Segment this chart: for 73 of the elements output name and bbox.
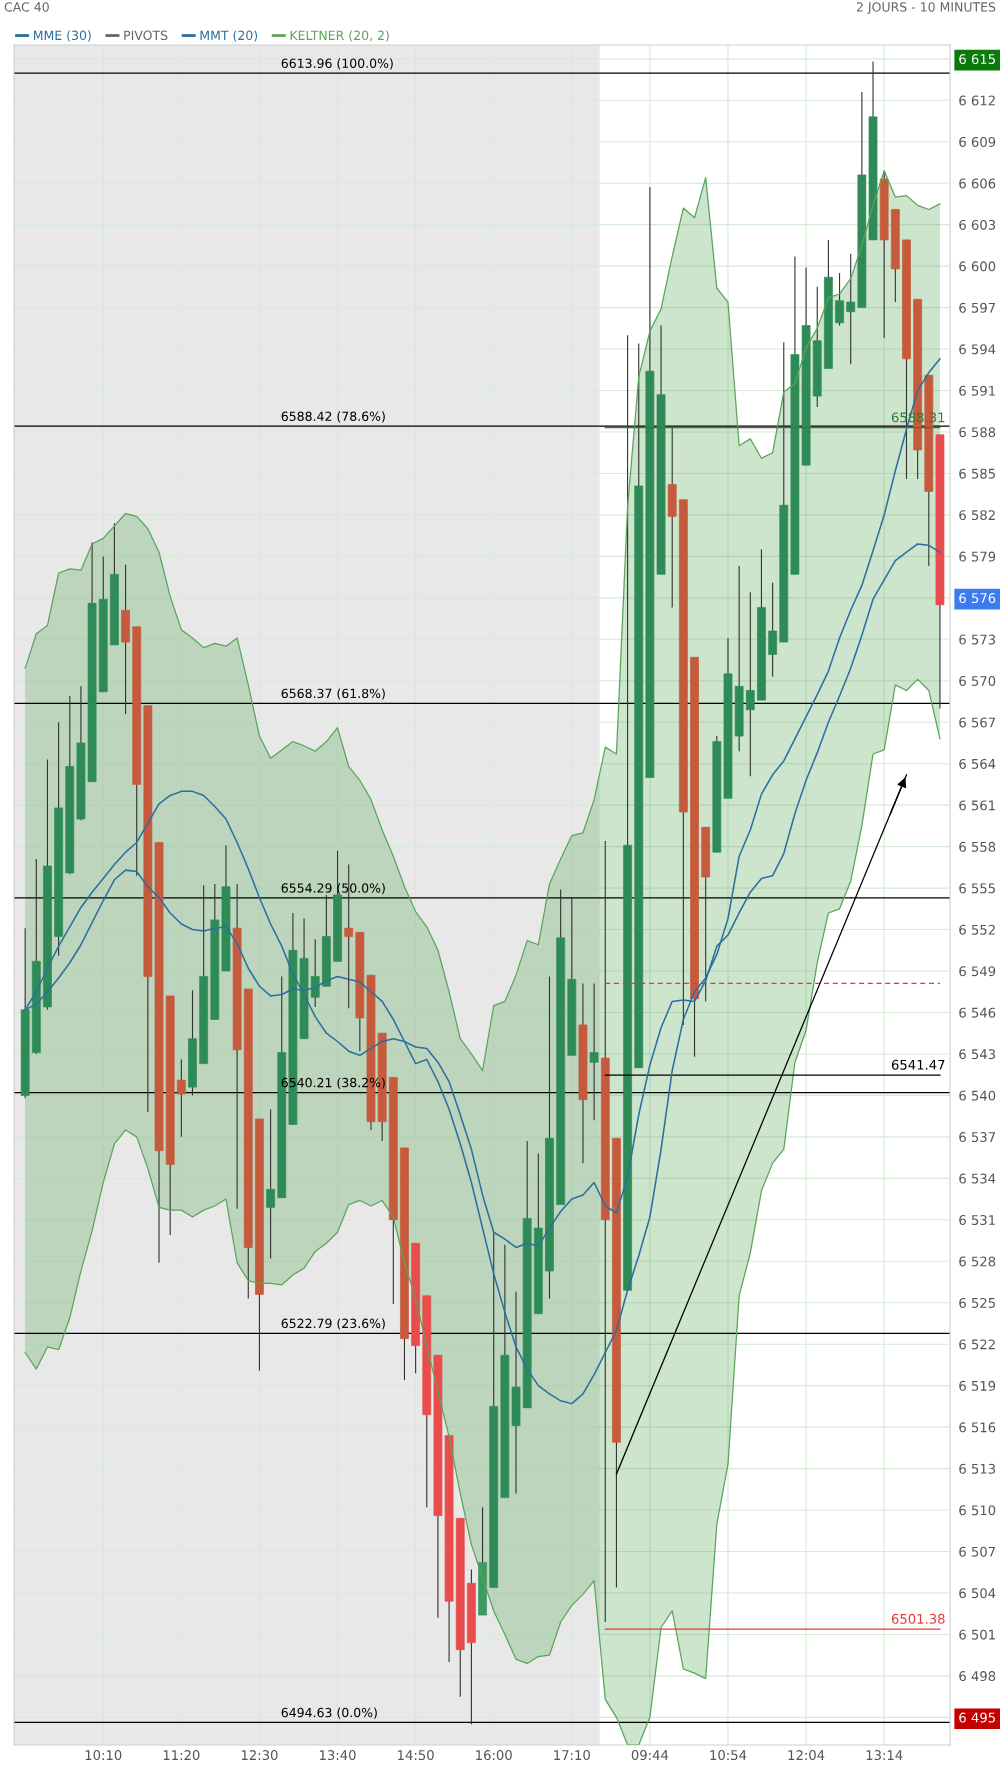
- x-tick-label: 10:10: [85, 1750, 122, 1761]
- legend-label: KELTNER (20, 2): [290, 30, 389, 42]
- y-tick-label: 6 501: [959, 1629, 995, 1640]
- y-tick-label: 6 585: [959, 468, 995, 479]
- y-tick-label: 6 513: [959, 1463, 996, 1474]
- legend-label: MMT (20): [200, 30, 258, 42]
- y-tick-label: 6 588: [959, 427, 996, 438]
- x-tick-label: 16:00: [476, 1750, 512, 1761]
- y-tick-label: 6 606: [959, 178, 996, 189]
- y-tick-label: 6 579: [959, 551, 996, 562]
- ref-line-label: 6568.37 (61.8%): [281, 688, 385, 700]
- y-tick-label: 6 531: [959, 1215, 995, 1225]
- y-tick-label: 6 543: [959, 1049, 996, 1060]
- x-tick-label: 17:10: [554, 1750, 590, 1761]
- y-tick-label: 6 603: [959, 219, 996, 230]
- ref-line-label: 6494.63 (0.0%): [281, 1707, 377, 1719]
- y-tick-label: 6 525: [959, 1297, 995, 1308]
- y-tick-label: 6 600: [959, 261, 996, 272]
- y-tick-label: 6 615: [959, 54, 995, 65]
- y-tick-label: 6 591: [959, 385, 995, 396]
- y-tick-label: 6 609: [959, 136, 996, 147]
- y-tick-label: 6 528: [959, 1256, 996, 1267]
- y-tick-label: 6 612: [959, 95, 995, 106]
- candlestick: [310, 938, 320, 1008]
- y-tick-label: 6 582: [959, 510, 995, 521]
- y-tick-label: 6 504: [959, 1588, 996, 1599]
- candlestick: [745, 591, 755, 777]
- y-tick-label: 6 555: [959, 883, 995, 894]
- chart-subtitle: 2 JOURS - 10 MINUTES: [856, 2, 996, 14]
- y-tick-label: 6 558: [959, 841, 996, 852]
- y-tick-label: 6 549: [959, 966, 996, 977]
- x-tick-label: 10:54: [710, 1750, 747, 1761]
- x-tick-label: 09:44: [631, 1750, 669, 1761]
- candlestick: [176, 1058, 186, 1138]
- candlestick: [768, 582, 777, 678]
- chart-title: CAC 40: [4, 2, 49, 12]
- y-tick-label: 6 516: [959, 1422, 996, 1433]
- y-tick-label: 6 507: [959, 1546, 995, 1557]
- y-tick-label: 6 561: [959, 800, 995, 811]
- y-tick-label: 6 498: [959, 1671, 996, 1682]
- x-tick-label: 12:30: [241, 1750, 278, 1761]
- y-tick-label: 6 495: [959, 1712, 995, 1723]
- x-tick-label: 13:14: [866, 1750, 903, 1761]
- data-label: 6541.47: [891, 1059, 945, 1070]
- y-tick-label: 6 570: [959, 675, 996, 686]
- x-tick-label: 14:50: [398, 1750, 434, 1761]
- y-tick-label: 6 573: [959, 634, 996, 645]
- candlestick: [589, 982, 599, 1121]
- candlestick: [266, 1108, 275, 1260]
- x-tick-label: 12:04: [788, 1750, 825, 1761]
- y-tick-label: 6 510: [959, 1505, 996, 1516]
- y-tick-label: 6 537: [959, 1132, 995, 1143]
- y-tick-label: 6 546: [959, 1007, 996, 1018]
- y-tick-label: 6 519: [959, 1380, 996, 1391]
- candlestick: [846, 253, 856, 365]
- candlestick: [835, 272, 844, 327]
- ref-line-label: 6588.42 (78.6%): [281, 411, 385, 423]
- data-label: 6501.38: [891, 1613, 945, 1624]
- y-tick-label: 6 552: [959, 924, 995, 935]
- y-tick-label: 6 597: [959, 302, 995, 313]
- x-tick-label: 13:40: [319, 1750, 356, 1761]
- ref-line-label: 6522.79 (23.6%): [281, 1318, 385, 1330]
- ref-line-label: 6613.96 (100.0%): [281, 58, 393, 70]
- text: PIVOTS: [124, 30, 168, 41]
- y-tick-label: 6 564: [959, 758, 996, 769]
- y-tick-label: 6 522: [959, 1339, 995, 1350]
- y-tick-label: 6 576: [959, 593, 996, 604]
- y-tick-label: 6 567: [959, 717, 995, 728]
- x-tick-label: 11:20: [163, 1750, 200, 1761]
- legend-label: MME (30): [33, 30, 91, 42]
- y-tick-label: 6 534: [959, 1173, 996, 1184]
- y-tick-label: 6 594: [959, 344, 996, 355]
- y-tick-label: 6 540: [959, 1090, 996, 1101]
